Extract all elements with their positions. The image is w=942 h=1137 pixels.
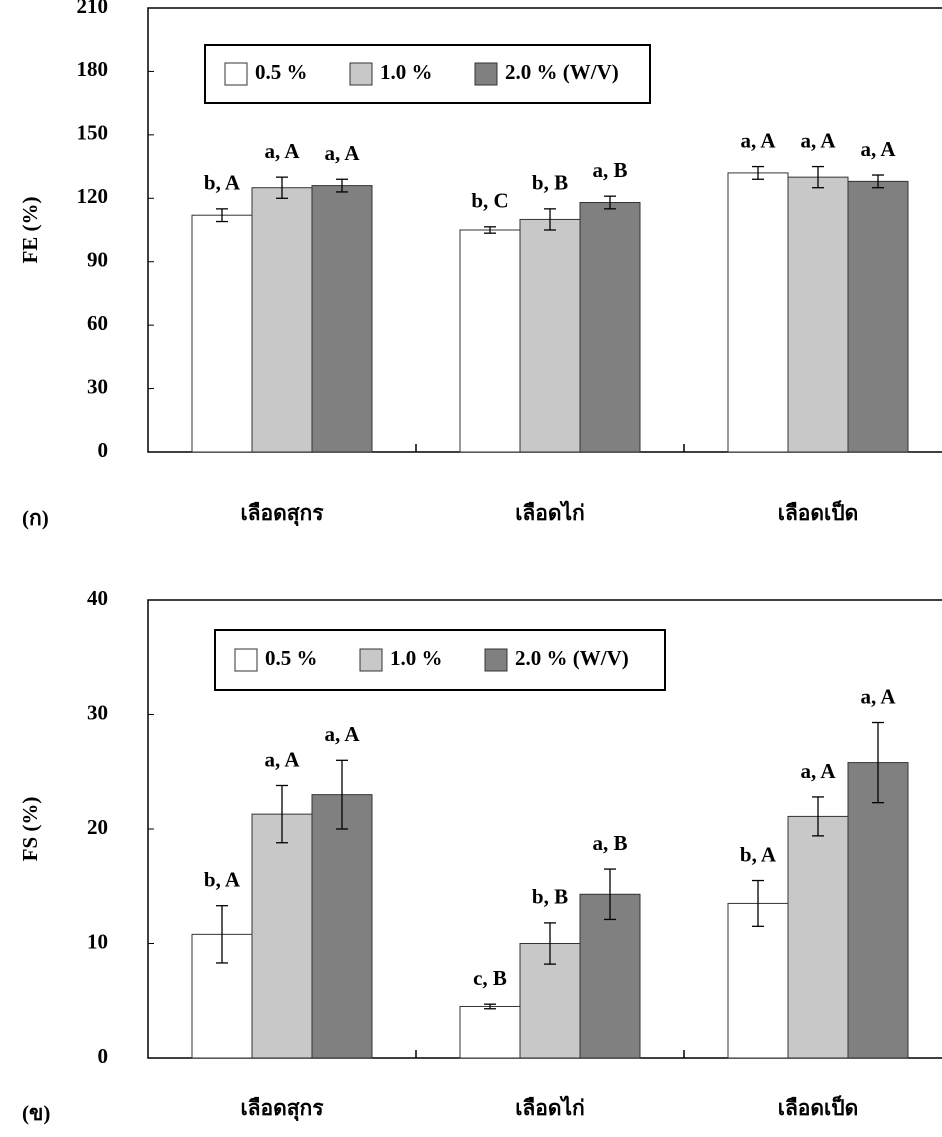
significance-label: a, A	[264, 747, 300, 771]
legend-swatch	[225, 63, 247, 85]
y-tick-label: 40	[87, 586, 108, 610]
significance-label: b, B	[532, 885, 568, 909]
legend-label: 0.5 %	[255, 60, 308, 84]
bar	[788, 177, 848, 452]
y-tick-label: 210	[77, 0, 109, 18]
legend-swatch	[350, 63, 372, 85]
bar	[788, 816, 848, 1058]
y-tick-label: 0	[98, 1044, 109, 1068]
legend-swatch	[235, 649, 257, 671]
y-tick-label: 0	[98, 438, 109, 462]
x-tick-label: เลือดเป็ด	[778, 1094, 858, 1120]
bar	[520, 219, 580, 452]
x-tick-label: เลือดไก่	[515, 1095, 585, 1120]
legend-label: 0.5 %	[265, 646, 318, 670]
bar	[848, 181, 908, 452]
significance-label: a, A	[324, 722, 360, 746]
y-tick-label: 20	[87, 815, 108, 839]
significance-label: b, C	[471, 189, 508, 213]
y-tick-label: 180	[77, 57, 109, 81]
significance-label: a, A	[860, 684, 896, 708]
significance-label: c, B	[473, 966, 507, 990]
y-tick-label: 150	[77, 121, 109, 145]
y-axis-label: FS (%)	[18, 797, 42, 862]
legend-swatch	[475, 63, 497, 85]
significance-label: b, A	[204, 868, 241, 892]
y-tick-label: 90	[87, 248, 108, 272]
legend-swatch	[485, 649, 507, 671]
bar	[848, 763, 908, 1058]
y-tick-label: 30	[87, 700, 108, 724]
bar	[252, 814, 312, 1058]
y-tick-label: 120	[77, 184, 109, 208]
y-tick-label: 60	[87, 311, 108, 335]
significance-label: b, B	[532, 171, 568, 195]
significance-label: a, A	[324, 141, 360, 165]
bar	[252, 188, 312, 452]
significance-label: a, A	[800, 128, 836, 152]
page: FE (%) (ก) 0 30 60 90 120 150 180 210 เลือดสุกร b, …	[0, 0, 942, 1137]
bar	[580, 203, 640, 452]
y-axis-label: FE (%)	[18, 196, 42, 263]
legend-label: 2.0 % (W/V)	[505, 60, 619, 84]
bar	[460, 1006, 520, 1058]
figure: FE (%) (ก) 0 30 60 90 120 150 180 210 เลือดสุกร b, …	[0, 0, 942, 1137]
significance-label: b, A	[204, 171, 241, 195]
y-tick-label: 30	[87, 374, 108, 398]
significance-label: b, A	[740, 842, 777, 866]
x-tick-label: เลือดเป็ด	[778, 499, 858, 525]
significance-label: a, B	[592, 158, 627, 182]
x-tick-label: เลือดไก่	[515, 500, 585, 525]
significance-label: a, A	[740, 128, 776, 152]
significance-label: a, A	[860, 137, 896, 161]
significance-label: a, A	[264, 139, 300, 163]
legend-label: 1.0 %	[390, 646, 443, 670]
panel-label: (ข)	[22, 1101, 50, 1125]
bar	[460, 230, 520, 452]
x-tick-label: เลือดสุกร	[240, 1096, 324, 1122]
y-tick-label: 10	[87, 929, 108, 953]
legend-label: 1.0 %	[380, 60, 433, 84]
x-tick-label: เลือดสุกร	[240, 501, 324, 527]
bar	[312, 795, 372, 1058]
legend-swatch	[360, 649, 382, 671]
significance-label: a, A	[800, 759, 836, 783]
significance-label: a, B	[592, 831, 627, 855]
bar	[312, 186, 372, 452]
panel-label: (ก)	[22, 506, 49, 530]
legend-label: 2.0 % (W/V)	[515, 646, 629, 670]
bar	[728, 173, 788, 452]
bar	[192, 215, 252, 452]
